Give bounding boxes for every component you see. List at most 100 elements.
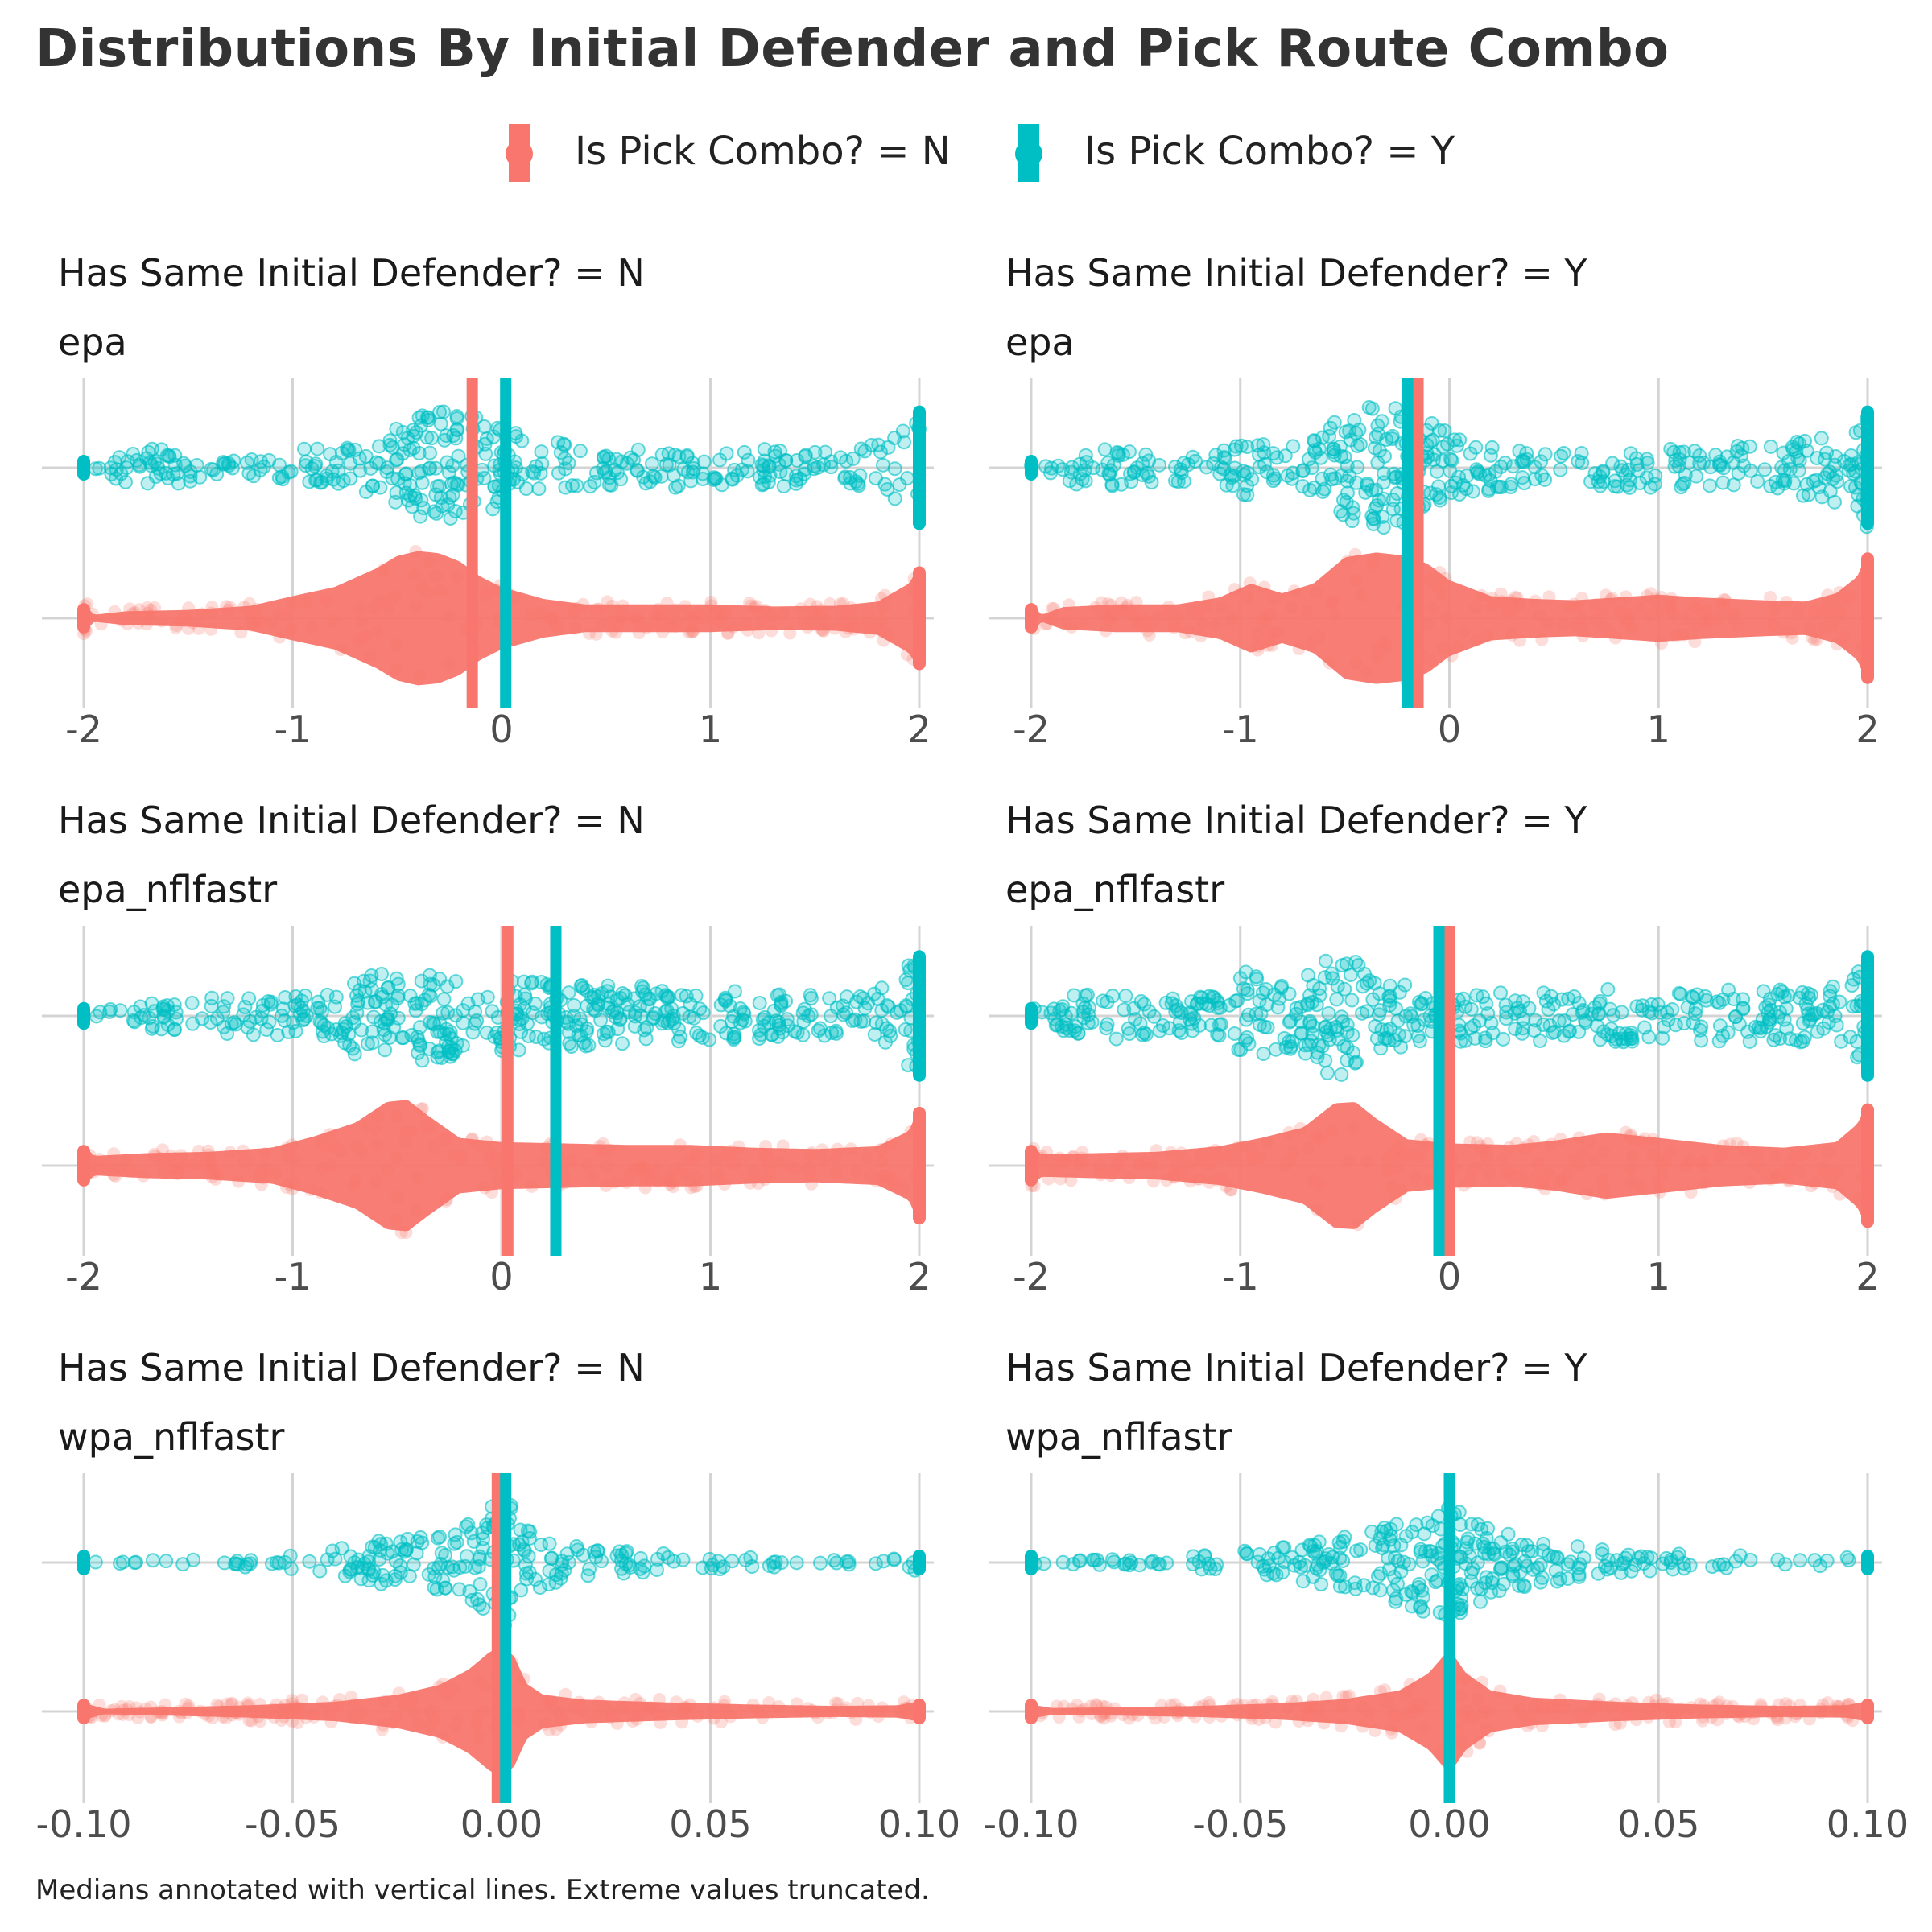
point-n: [1541, 1166, 1554, 1180]
point-n: [1747, 1712, 1761, 1726]
point-y: [1376, 1538, 1391, 1553]
point-n: [837, 617, 851, 631]
point-y: [887, 491, 902, 506]
point-y: [596, 1026, 611, 1042]
point-n: [1162, 601, 1175, 614]
point-y: [534, 444, 549, 460]
point-n: [285, 1138, 299, 1152]
point-n: [403, 1125, 417, 1138]
point-n: [204, 622, 218, 636]
median-line-n: [1443, 926, 1455, 1256]
point-y: [887, 461, 902, 477]
point-n: [237, 601, 251, 614]
point-n: [620, 1175, 634, 1189]
point-y: [1233, 438, 1249, 453]
point-n: [423, 1719, 437, 1733]
point-y: [1388, 1594, 1403, 1609]
point-n: [720, 626, 734, 640]
point-y: [687, 1010, 702, 1026]
point-y: [1590, 1018, 1605, 1034]
point-n: [1572, 1131, 1586, 1145]
point-y: [217, 1555, 232, 1571]
point-n: [1422, 1137, 1435, 1150]
point-y: [1508, 1022, 1523, 1037]
point-y: [480, 989, 495, 1005]
tick-label-x: 0.00: [460, 1802, 543, 1846]
point-n: [1158, 1710, 1171, 1724]
point-n: [399, 1226, 413, 1240]
point-y: [1453, 1605, 1468, 1620]
point-y: [518, 1566, 534, 1581]
extreme-cap-n: [77, 1699, 90, 1724]
point-y: [120, 454, 135, 469]
point-n: [427, 1140, 440, 1154]
point-n: [1305, 636, 1319, 650]
point-n: [473, 1731, 486, 1744]
point-n: [656, 625, 670, 638]
point-n: [1831, 610, 1844, 624]
point-n: [1598, 1187, 1612, 1201]
point-y: [526, 465, 542, 481]
point-n: [605, 599, 619, 613]
point-y: [1637, 1020, 1652, 1035]
point-y: [1496, 1031, 1511, 1046]
point-n: [1687, 601, 1701, 614]
point-n: [1622, 608, 1636, 621]
point-y: [436, 992, 452, 1007]
point-n: [1697, 1176, 1711, 1190]
point-n: [246, 618, 260, 632]
point-n: [1327, 594, 1340, 608]
point-n: [747, 1165, 761, 1179]
point-y: [1412, 1034, 1427, 1049]
point-n: [236, 1144, 250, 1158]
point-y: [1078, 448, 1093, 463]
point-n: [1348, 547, 1362, 561]
point-y: [696, 454, 712, 469]
point-n: [1103, 613, 1117, 626]
point-y: [1402, 1006, 1418, 1022]
point-n: [130, 1701, 143, 1715]
point-n: [860, 1151, 873, 1165]
panel-1-strip-col: epa: [58, 320, 127, 364]
point-y: [1505, 1544, 1520, 1559]
point-y: [1698, 989, 1713, 1004]
point-n: [1184, 625, 1198, 638]
point-n: [818, 613, 832, 627]
point-y: [340, 443, 355, 458]
point-n: [254, 1178, 268, 1191]
point-n: [1440, 611, 1454, 625]
point-y: [586, 990, 601, 1005]
point-y: [1309, 1544, 1324, 1559]
point-n: [1191, 1172, 1204, 1186]
point-n: [1655, 1169, 1669, 1183]
point-n: [717, 1699, 731, 1712]
panel-2-strip-row: Has Same Initial Defender? = Y: [1005, 251, 1587, 295]
point-y: [113, 1556, 128, 1571]
point-n: [1662, 1715, 1676, 1729]
point-n: [392, 1686, 406, 1700]
point-n: [1185, 604, 1199, 617]
point-n: [586, 1170, 600, 1184]
point-y: [434, 1546, 449, 1561]
point-y: [1152, 457, 1167, 473]
point-y: [1571, 1569, 1587, 1584]
point-n: [1677, 628, 1690, 642]
point-n: [1786, 1150, 1800, 1163]
point-n: [284, 623, 298, 637]
point-n: [1133, 617, 1146, 631]
point-n: [286, 1715, 299, 1728]
point-y: [1715, 992, 1731, 1007]
point-n: [1116, 1149, 1129, 1162]
point-y: [1498, 1011, 1513, 1026]
point-y: [1432, 423, 1447, 438]
tick-label-x: -1: [275, 708, 312, 751]
point-y: [1118, 989, 1133, 1004]
point-n: [879, 1169, 893, 1183]
point-y: [727, 984, 742, 999]
point-y: [1168, 473, 1183, 489]
point-y: [423, 989, 438, 1004]
point-n: [132, 603, 146, 617]
point-n: [348, 1174, 361, 1188]
point-n: [1095, 596, 1108, 609]
point-y: [367, 994, 382, 1009]
